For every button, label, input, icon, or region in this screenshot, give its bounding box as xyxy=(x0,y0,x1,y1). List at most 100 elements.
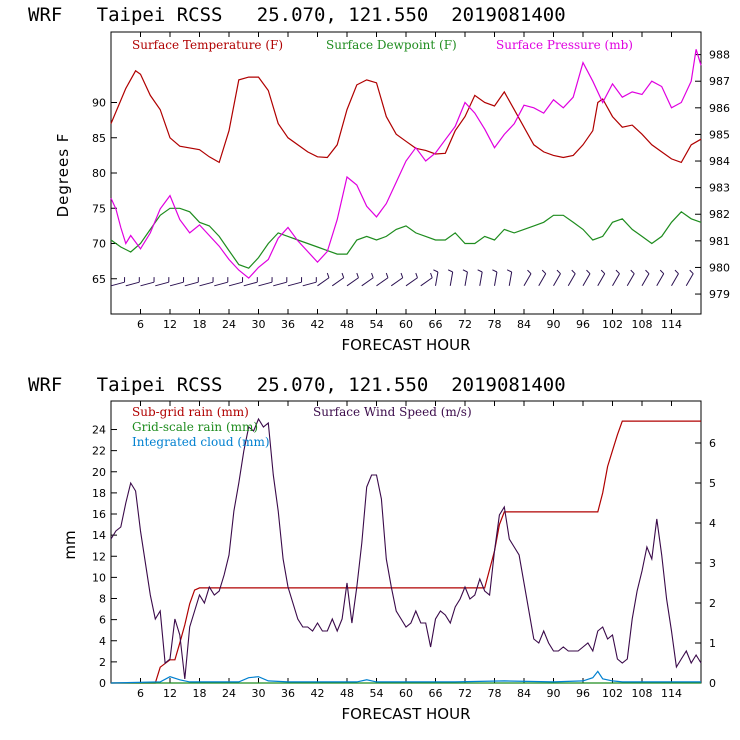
wind-barb-flag xyxy=(492,269,498,273)
x-tick-label: 96 xyxy=(576,687,590,700)
x-tick-label: 78 xyxy=(488,318,502,331)
wind-barb xyxy=(671,273,679,287)
chart2-x-axis: 6 12 18 24 30 36 42 48 54 60 66 72 78 84 90 96 102 108 114 xyxy=(137,401,682,700)
chart1-y2-axis: 979 980 981 982 983 984 985 986 987 988 xyxy=(695,49,730,301)
wind-barb xyxy=(464,271,468,286)
wind-barb-flag xyxy=(326,272,330,278)
wind-barb xyxy=(169,281,184,287)
wind-barb xyxy=(317,277,330,287)
wind-barb xyxy=(508,271,513,286)
x-tick-label: 84 xyxy=(517,318,531,331)
x-tick-label: 42 xyxy=(311,687,325,700)
wind-barb-flag xyxy=(371,272,374,278)
x-tick-label: 102 xyxy=(602,318,623,331)
x-tick-label: 54 xyxy=(370,318,384,331)
chart1-wind-barbs xyxy=(110,269,694,287)
wind-barb xyxy=(567,273,576,287)
wind-barb-flag xyxy=(506,269,512,273)
wind-barb-flag xyxy=(615,269,620,275)
wind-barb xyxy=(287,281,302,287)
chart1-y-axis: 65 70 75 80 85 90 xyxy=(92,97,117,286)
chart2-legend-wind-speed: Surface Wind Speed (m/s) xyxy=(313,405,472,419)
chart2-legend-gridscale-rain: Grid-scale rain (mm) xyxy=(132,420,258,434)
wind-barb-flag xyxy=(400,272,404,278)
x-tick-label: 108 xyxy=(632,318,653,331)
y-tick-label: 4 xyxy=(99,635,106,648)
chart1-series-pressure xyxy=(110,49,702,279)
x-tick-label: 30 xyxy=(252,318,266,331)
wind-barb-flag xyxy=(527,269,532,275)
x-tick-label: 12 xyxy=(163,687,177,700)
y2-tick-label: 979 xyxy=(709,288,730,301)
y2-tick-label: 4 xyxy=(709,517,716,530)
x-tick-label: 90 xyxy=(547,687,561,700)
y2-tick-label: 2 xyxy=(709,597,716,610)
wind-barb xyxy=(214,281,228,287)
y2-tick-label: 981 xyxy=(709,235,730,248)
y2-tick-label: 5 xyxy=(709,477,716,490)
y2-tick-label: 988 xyxy=(709,49,730,62)
y2-tick-label: 983 xyxy=(709,182,730,195)
chart2-legend-subgrid-rain: Sub-grid rain (mm) xyxy=(132,405,249,419)
x-tick-label: 66 xyxy=(429,318,443,331)
wind-barb xyxy=(302,281,317,287)
wind-barb-flag xyxy=(356,272,359,278)
wind-barb xyxy=(449,271,454,286)
y-tick-label: 75 xyxy=(92,202,106,215)
wind-barb xyxy=(228,281,243,287)
x-tick-label: 60 xyxy=(399,318,413,331)
y-tick-label: 14 xyxy=(92,529,106,542)
x-tick-label: 24 xyxy=(222,687,236,700)
chart2-title: WRF Taipei RCSS 25.070, 121.550 20190814… xyxy=(28,374,566,396)
x-tick-label: 6 xyxy=(137,318,144,331)
wind-barb xyxy=(110,281,125,287)
wind-barb xyxy=(641,273,650,287)
wind-barb xyxy=(420,277,433,287)
y-tick-label: 80 xyxy=(92,167,106,180)
x-tick-label: 36 xyxy=(281,318,295,331)
x-tick-label: 48 xyxy=(340,687,354,700)
wind-barb xyxy=(685,273,694,287)
y2-tick-label: 0 xyxy=(709,677,716,690)
y2-tick-label: 980 xyxy=(709,261,730,274)
wind-barb xyxy=(273,281,287,287)
wind-barb xyxy=(626,273,635,287)
x-tick-label: 66 xyxy=(429,687,443,700)
x-tick-label: 114 xyxy=(661,687,682,700)
y2-tick-label: 3 xyxy=(709,557,716,570)
x-tick-label: 84 xyxy=(517,687,531,700)
y2-tick-label: 984 xyxy=(709,155,730,168)
y-tick-label: 20 xyxy=(92,466,106,479)
wind-barb xyxy=(479,271,483,286)
wind-barb xyxy=(184,281,199,287)
wind-barb xyxy=(656,273,665,287)
chart1-series-temperature xyxy=(110,69,702,164)
wind-barb xyxy=(582,273,591,287)
wind-barb xyxy=(346,277,359,287)
wind-barb xyxy=(523,273,532,287)
x-tick-label: 96 xyxy=(576,318,590,331)
y-tick-label: 70 xyxy=(92,238,106,251)
chart1-series-dewpoint xyxy=(110,207,702,269)
y-tick-label: 8 xyxy=(99,593,106,606)
wind-barb-flag xyxy=(433,269,439,273)
wind-barb xyxy=(435,271,439,286)
x-tick-label: 78 xyxy=(488,687,502,700)
y-tick-label: 24 xyxy=(92,424,106,437)
y-tick-label: 85 xyxy=(92,132,106,145)
x-tick-label: 54 xyxy=(370,687,384,700)
wind-barb-flag xyxy=(600,269,606,275)
x-tick-label: 102 xyxy=(602,687,623,700)
y-tick-label: 18 xyxy=(92,487,106,500)
chart1-x-axis: 6 12 18 24 30 36 42 48 54 60 66 72 78 84 90 96 102 108 114 xyxy=(137,32,682,331)
y2-tick-label: 982 xyxy=(709,208,730,221)
y-tick-label: 10 xyxy=(92,571,106,584)
wind-barb-flag xyxy=(447,269,453,273)
wind-barb xyxy=(258,281,273,287)
wind-barb xyxy=(125,281,140,287)
chart1-title: WRF Taipei RCSS 25.070, 121.550 20190814… xyxy=(28,4,566,26)
y2-tick-label: 6 xyxy=(709,437,716,450)
x-tick-label: 72 xyxy=(458,318,472,331)
